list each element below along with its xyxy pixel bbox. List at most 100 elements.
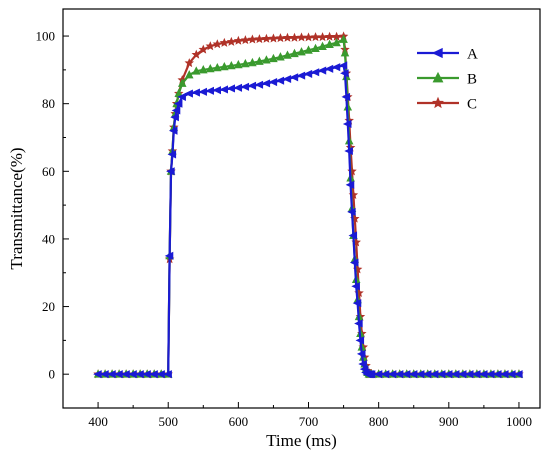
data-point-a [324,64,334,73]
legend: ABC [417,47,478,113]
data-point-a [233,83,243,92]
data-point-a [358,359,367,369]
y-tick-label: 20 [42,299,55,314]
data-point-a [177,92,186,101]
data-point-a [164,251,174,260]
data-point-b [177,78,187,87]
data-point-a [354,319,363,328]
legend-label: A [467,47,478,63]
y-tick-label: 100 [36,29,56,44]
data-point-c [310,32,321,42]
data-point-b [269,53,278,63]
data-point-a [268,77,278,87]
data-point-c [289,32,300,42]
data-point-a [212,86,221,95]
data-point-a [205,86,214,95]
y-tick-label: 80 [42,96,55,111]
data-point-a [514,370,523,379]
data-point-b [255,56,264,65]
data-point-c [240,35,251,45]
data-point-a [240,82,250,91]
data-point-b [325,39,334,48]
data-point-a [341,92,351,101]
data-point-b [340,48,350,57]
x-axis-title: Time (ms) [266,431,337,450]
data-point-b [290,48,299,58]
series-layer [93,31,524,379]
data-point-c [219,37,230,47]
data-point-b [276,52,285,61]
y-axis-ticks: 0 20 40 60 80 100 [36,29,69,409]
x-axis-ticks: 400 500 600 700 800 900 1000 [62,402,532,429]
data-point-c [261,33,272,43]
data-point-b [339,34,348,43]
data-point-c [191,49,202,59]
legend-marker [432,96,444,109]
x-tick-label: 700 [299,414,319,429]
x-tick-label: 500 [158,414,178,429]
data-point-a [352,299,362,308]
series-line-b [98,38,519,376]
data-point-a [282,74,292,84]
data-point-a [338,61,348,70]
data-point-b [297,47,306,56]
data-point-b [227,60,236,70]
data-point-c [296,32,307,42]
data-point-a [191,88,200,97]
series-line-a [98,64,519,376]
data-point-a [344,146,353,156]
data-point-a [219,85,228,94]
data-point-a [351,282,360,291]
legend-label: B [467,72,477,88]
x-tick-label: 800 [369,414,389,429]
data-point-b [311,43,320,53]
data-point-c [226,36,237,46]
data-point-c [282,32,293,42]
data-point-a [340,69,349,78]
data-point-b [213,62,222,72]
data-point-a [173,99,183,108]
data-point-b [220,61,229,71]
y-axis-title: Transmittance(%) [7,147,26,269]
data-point-a [163,370,172,379]
data-point-c [212,39,223,49]
data-point-c [198,44,209,54]
series-a [93,61,523,379]
y-tick-label: 0 [49,367,56,382]
series-line-c [98,35,519,376]
data-point-a [226,84,236,93]
data-point-a [303,69,313,78]
data-point-b [206,63,215,73]
data-point-a [355,336,365,345]
data-point-a [317,66,327,75]
data-point-a [356,349,366,358]
data-point-c [247,34,258,44]
data-point-b [199,65,208,74]
data-point-a [349,258,359,267]
data-point-b [234,59,243,69]
data-point-b [241,58,250,68]
data-point-c [268,33,279,43]
data-point-b [192,66,201,75]
data-point-a [184,89,193,98]
legend-item-c: C [417,97,477,113]
data-point-a [167,150,177,159]
x-tick-label: 600 [229,414,249,429]
data-point-b [332,37,341,47]
legend-item-a: A [417,47,478,63]
data-point-a [289,73,299,82]
data-point-c [324,31,335,41]
data-point-a [348,231,358,240]
data-point-c [317,32,328,42]
x-tick-label: 400 [88,414,108,429]
data-point-b [184,70,194,79]
data-point-a [296,71,306,80]
plot-frame [62,8,541,409]
series-b [93,34,524,378]
data-point-c [184,58,195,68]
data-point-c [303,32,314,42]
data-point-b [318,41,327,50]
series-c [93,31,524,379]
data-point-c [233,35,244,45]
